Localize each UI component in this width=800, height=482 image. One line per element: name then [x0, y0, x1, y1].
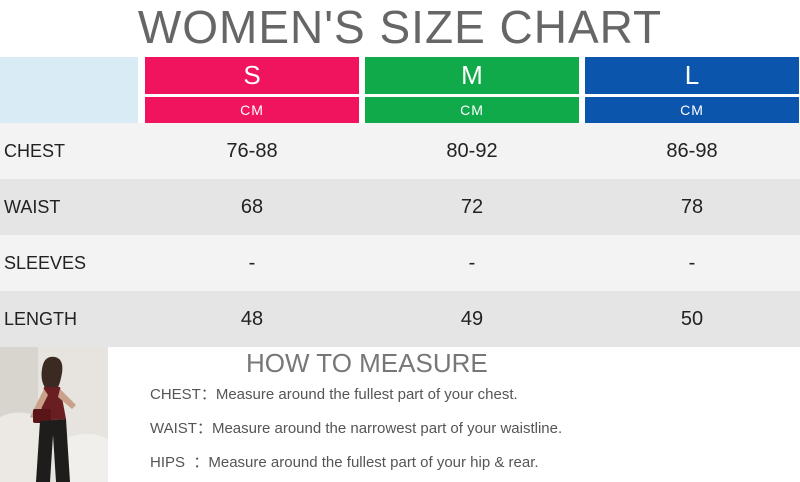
table-cell: - [248, 252, 256, 274]
measure-text: Measure around the fullest part of your … [208, 454, 539, 471]
size-unit: CM [145, 97, 359, 123]
measure-item-hips: HIPS ：Measure around the fullest part of… [150, 451, 539, 475]
size-unit: CM [365, 97, 579, 123]
table-cell: - [688, 252, 696, 274]
size-unit: CM [585, 97, 799, 123]
measure-key: WAIST： [150, 420, 212, 437]
how-to-measure-title: HOW TO MEASURE [246, 348, 488, 378]
table-cell: 76-88 [226, 140, 278, 162]
measure-key: HIPS ： [150, 454, 209, 471]
table-cell: 49 [460, 308, 484, 330]
table-cell: 48 [240, 308, 264, 330]
table-row-length: LENGTH 48 49 50 [0, 291, 800, 347]
table-cell: 68 [240, 196, 264, 218]
table-row-sleeves: SLEEVES - - - [0, 235, 800, 291]
size-label: M [365, 57, 579, 94]
table-row-chest: CHEST 76-88 80-92 86-98 [0, 123, 800, 179]
measure-item-chest: CHEST：Measure around the fullest part of… [150, 383, 518, 407]
size-header-m: M CM [365, 57, 579, 123]
size-label: L [585, 57, 799, 94]
size-header-l: L CM [585, 57, 799, 123]
table-cell: - [468, 252, 476, 274]
table-cell: 86-98 [666, 140, 718, 162]
size-header-s: S CM [145, 57, 359, 123]
row-label: SLEEVES [4, 253, 87, 273]
row-label: LENGTH [4, 309, 78, 329]
table-cell: 72 [460, 196, 484, 218]
page-title: WOMEN'S SIZE CHART [137, 1, 663, 53]
measure-item-waist: WAIST：Measure around the narrowest part … [150, 417, 562, 441]
row-label: WAIST [4, 197, 61, 217]
measure-text: Measure around the narrowest part of you… [211, 420, 563, 437]
table-cell: 80-92 [446, 140, 498, 162]
header-blank-cell [0, 57, 138, 123]
measure-key: CHEST： [150, 386, 216, 403]
table-cell: 78 [680, 196, 704, 218]
size-label: S [145, 57, 359, 94]
row-label: CHEST [4, 141, 66, 161]
table-row-waist: WAIST 68 72 78 [0, 179, 800, 235]
measure-text: Measure around the fullest part of your … [215, 386, 518, 403]
table-cell: 50 [680, 308, 704, 330]
model-photo [0, 347, 108, 482]
